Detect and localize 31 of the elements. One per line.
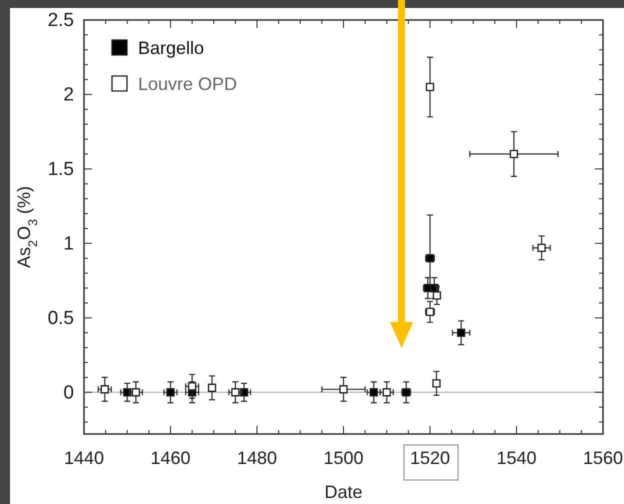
point	[208, 384, 216, 392]
x-tick-label: 1460	[150, 448, 191, 468]
point	[370, 388, 378, 396]
point	[537, 244, 546, 252]
legend-label: Bargello	[138, 38, 204, 58]
x-axis-title: Date	[324, 482, 363, 502]
x-tick-label: 1560	[582, 448, 624, 468]
point	[132, 388, 140, 396]
x-tick-label: 1520	[410, 448, 450, 468]
x-tick-label: 1540	[496, 448, 537, 468]
x-tick-label: 1480	[236, 448, 278, 468]
point	[426, 82, 434, 92]
y-tick-label: 0.5	[48, 308, 74, 329]
y-tick-label: 0	[63, 382, 74, 404]
point	[100, 385, 109, 394]
x-tick-label: 1500	[323, 448, 364, 468]
point	[432, 379, 441, 388]
y-tick-label: 2.5	[48, 10, 74, 31]
point	[510, 150, 518, 158]
point	[339, 385, 348, 394]
point	[166, 388, 175, 396]
y-tick-label: 2	[63, 84, 74, 106]
point	[456, 328, 466, 337]
point	[231, 388, 240, 396]
legend-label: Louvre OPD	[138, 74, 238, 94]
point	[432, 291, 442, 300]
point	[188, 382, 196, 390]
y-tick-label: 1	[63, 233, 74, 254]
x-tick-label: 1440	[64, 448, 104, 468]
point	[382, 388, 391, 396]
y-tick-label: 1.5	[48, 158, 74, 180]
